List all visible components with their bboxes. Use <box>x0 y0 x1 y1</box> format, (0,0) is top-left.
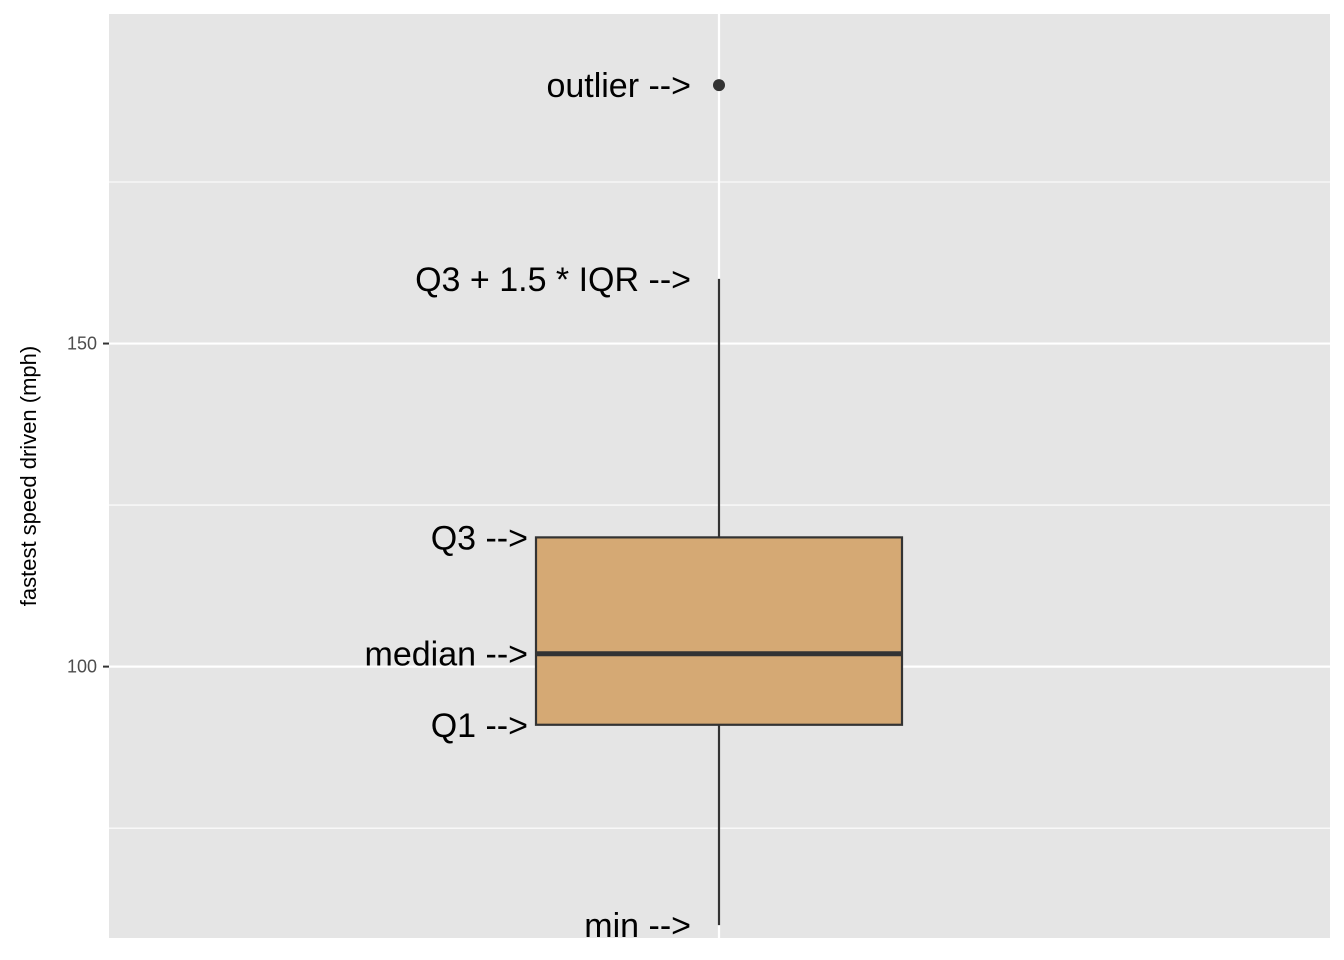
annotation-label: min --> <box>584 907 691 945</box>
y-axis: 100 150 <box>67 334 109 677</box>
y-axis-title: fastest speed driven (mph) <box>16 346 41 606</box>
annotation-label: Q3 + 1.5 * IQR --> <box>415 261 691 299</box>
annotation-label: Q3 --> <box>431 519 528 557</box>
annotation-label: median --> <box>365 636 528 674</box>
y-tick-label: 150 <box>67 334 97 354</box>
boxplot <box>534 79 904 926</box>
outlier-point <box>713 79 725 92</box>
annotation-label: outlier --> <box>546 67 691 105</box>
iqr-box <box>534 536 904 726</box>
y-tick-label: 100 <box>67 657 97 677</box>
annotations: outlier --> Q3 + 1.5 * IQR --> Q3 --> media… <box>365 67 691 945</box>
annotation-label: Q1 --> <box>431 707 528 745</box>
